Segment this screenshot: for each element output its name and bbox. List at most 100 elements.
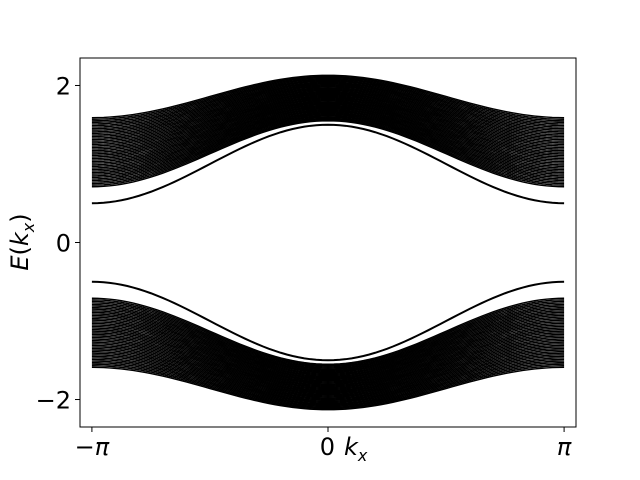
lower-bulk-band-line [91,350,565,401]
upper-bulk-band-line [91,74,565,119]
lower-bulk-band-line [91,303,565,370]
upper-bulk-band-line [91,101,565,160]
lower-bulk-band-line [91,311,565,375]
lower-bulk-band-line [91,352,565,402]
lower-bulk-band-line [91,299,565,366]
lower-bulk-band-line [91,308,565,373]
x-axis-ticks: −π 0 π [75,427,572,461]
upper-bulk-band-line [91,90,565,142]
upper-bulk-band-line [91,103,565,163]
lower-bulk-band-line [91,332,565,388]
lower-bulk-band-line [91,316,565,378]
upper-bulk-band-line [91,85,565,136]
lower-bulk-band-line [91,347,565,399]
upper-bulk-band-line [91,111,565,175]
lower-bulk-band-line [91,305,565,371]
upper-bulk-band-line [91,104,565,164]
lower-bulk-band-line [91,339,565,393]
lower-bulk-band-line [91,366,565,411]
lower-bulk-band-line [91,310,565,374]
lower-bulk-band-line [91,321,565,381]
lower-bulk-band-line [91,361,565,408]
upper-bulk-band-line [91,86,565,138]
lower-bulk-band-line [91,363,565,409]
upper-bulk-band-line [91,119,565,186]
lower-bulk-band-line [91,346,565,397]
upper-bulk-band-line [91,81,565,130]
lower-bulk-band-line [91,300,565,367]
upper-bulk-band-line [91,105,565,166]
upper-bulk-band-line [91,115,565,182]
upper-bulk-band-line [91,76,565,122]
upper-bulk-band-line [91,118,565,185]
upper-bulk-band-line [91,84,565,135]
upper-bulk-band-line [91,96,565,152]
lower-bulk-band-line [91,330,565,387]
upper-bulk-band-line [91,102,565,161]
y-tick-label: 2 [56,72,71,100]
lower-bulk-band-line [91,358,565,406]
upper-bulk-band-line [91,75,565,120]
edge-upper-line [91,123,565,205]
upper-bulk-band-line [91,88,565,139]
upper-bulk-band-line [91,120,565,188]
upper-bulk-band-line [91,82,565,131]
upper-bulk-band-line [91,93,565,147]
lower-bulk-band-line [91,349,565,400]
upper-bulk-band-line [91,98,565,155]
lower-bulk-band-line [91,333,565,389]
plot-area [91,74,565,411]
lower-bulk-band-line [91,360,565,407]
lower-bulk-band-line [91,338,565,392]
upper-bulk-band-line [91,99,565,157]
bulk-bands [91,74,565,411]
upper-bulk-band-line [91,83,565,133]
upper-bulk-band-line [91,77,565,124]
upper-bulk-band-line [91,116,565,183]
upper-bulk-band-line [91,106,565,168]
x-axis-label: kx [344,433,368,465]
lower-bulk-band-line [91,314,565,377]
upper-bulk-band-line [91,107,565,169]
upper-bulk-band-line [91,110,565,174]
upper-bulk-band-line [91,78,565,125]
upper-bulk-band-line [91,92,565,146]
edge-lower-line [91,280,565,362]
lower-bulk-band-line [91,325,565,384]
upper-bulk-band-line [91,80,565,128]
upper-bulk-band-line [91,95,565,150]
lower-bulk-band-line [91,327,565,385]
lower-bulk-band-line [91,319,565,380]
upper-bulk-band-line [91,100,565,158]
lower-bulk-band-line [91,341,565,394]
upper-bulk-band-line [91,89,565,141]
upper-bulk-band-line [91,91,565,144]
lower-bulk-band-line [91,365,565,410]
upper-bulk-band-line [91,97,565,153]
x-tick-label: π [557,433,572,461]
lower-bulk-band-line [91,297,565,365]
lower-bulk-band-line [91,357,565,405]
upper-bulk-band-line [91,112,565,177]
upper-bulk-band-line [91,109,565,172]
y-axis-ticks: 2 0 −2 [36,72,80,415]
upper-bulk-band-line [91,94,565,149]
lower-bulk-band-line [91,336,565,391]
lower-bulk-band-line [91,302,565,369]
upper-bulk-band-line [91,114,565,180]
x-tick-label: −π [75,433,110,461]
x-tick-label: 0 [320,433,335,461]
lower-bulk-band-line [91,343,565,395]
lower-bulk-band-line [91,328,565,386]
lower-bulk-band-line [91,322,565,382]
lower-bulk-band-line [91,324,565,383]
lower-bulk-band-line [91,355,565,404]
edge-state-lines [91,123,565,362]
upper-bulk-band-line [91,113,565,179]
lower-bulk-band-line [91,335,565,390]
upper-bulk-band-line [91,79,565,127]
lower-bulk-band-line [91,344,565,396]
lower-bulk-band-line [91,313,565,376]
lower-bulk-band-line [91,317,565,379]
